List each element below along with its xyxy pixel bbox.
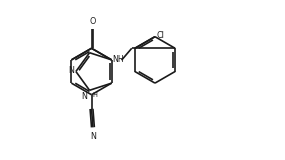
- Text: N: N: [82, 92, 87, 101]
- Text: O: O: [89, 17, 95, 26]
- Text: NH: NH: [112, 55, 124, 64]
- Text: H: H: [92, 92, 97, 98]
- Text: Cl: Cl: [156, 31, 164, 40]
- Text: N: N: [90, 132, 96, 140]
- Text: N: N: [68, 66, 74, 75]
